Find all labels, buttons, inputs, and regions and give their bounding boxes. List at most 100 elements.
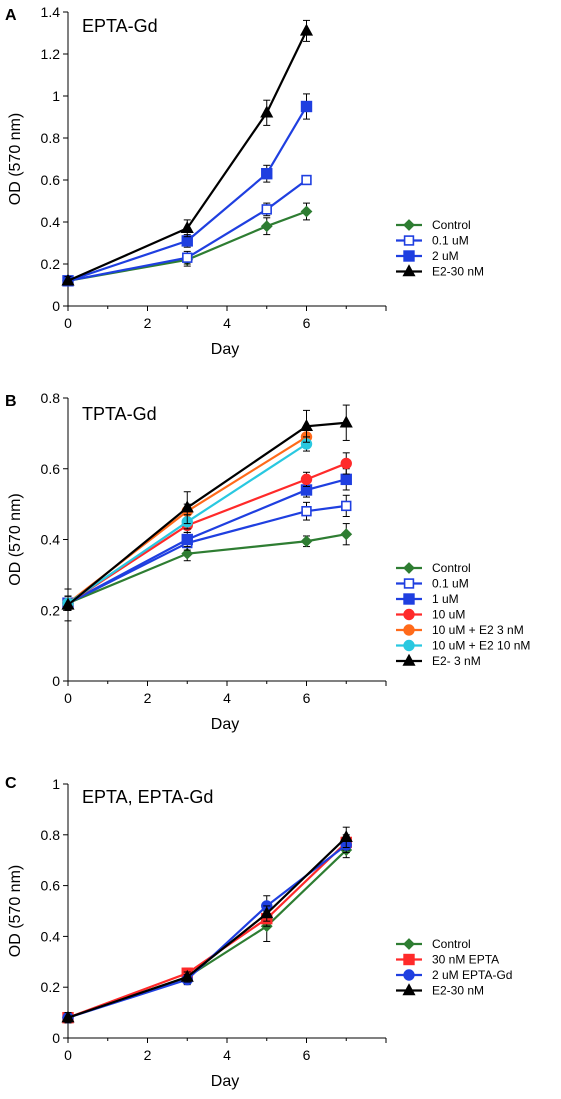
- data-point: [299, 23, 314, 36]
- chart-panel-b: B TPTA-Gd 0 0.2 0.4 0.6 0.8 0 2 4 6 Day OD (570 nm) C…: [5, 390, 530, 733]
- x-tick-label: 2: [144, 1047, 152, 1063]
- legend-marker: [403, 953, 415, 966]
- data-point: [61, 1010, 75, 1023]
- data-point: [340, 457, 352, 470]
- series-line: [67, 849, 348, 1019]
- legend-label: Control: [432, 937, 471, 951]
- x-tick-label: 0: [64, 315, 72, 331]
- legend-label: 0.1 uM: [432, 234, 469, 248]
- chart-title: TPTA-Gd: [82, 404, 157, 424]
- y-tick-label: 0.4: [41, 214, 61, 230]
- legend-label: 10 uM: [432, 608, 465, 622]
- y-tick-label: 1.2: [41, 46, 61, 62]
- legend-marker: [403, 250, 415, 262]
- x-tick-label: 2: [144, 690, 152, 706]
- y-tick-label: 1.4: [41, 4, 61, 20]
- data-point: [182, 252, 193, 263]
- series-line: [67, 533, 347, 605]
- y-tick-label: 0.4: [41, 532, 61, 548]
- data-point: [339, 415, 353, 428]
- series-line: [67, 841, 348, 1019]
- legend-marker: [403, 578, 415, 589]
- x-tick-label: 4: [223, 1047, 231, 1063]
- series-line: [67, 105, 308, 282]
- legend-label: E2- 3 nM: [432, 654, 481, 668]
- series-line: [67, 421, 347, 606]
- x-tick-label: 0: [64, 690, 72, 706]
- data-point: [300, 100, 313, 113]
- data-point: [301, 174, 312, 186]
- legend-label: Control: [432, 218, 471, 232]
- data-point: [300, 535, 313, 548]
- panel-letter: C: [5, 775, 17, 792]
- x-axis-label: Day: [211, 341, 239, 358]
- legend: Control 0.1 uM2 uM E2-30 nM: [396, 218, 484, 279]
- x-tick-label: 6: [303, 315, 311, 331]
- legend-label: 2 uM: [432, 249, 459, 263]
- series-line: [67, 504, 347, 605]
- y-tick-label: 0.2: [41, 979, 61, 995]
- series-0-1-um: [62, 494, 352, 611]
- x-tick-label: 0: [64, 1047, 72, 1063]
- chart-panel-a: A EPTA-Gd 0 0.2 0.4 0.6 0.8 1 1.2 1.4 0 2 4 6 Day OD (5…: [5, 4, 484, 358]
- legend-label: E2-30 nM: [432, 984, 484, 998]
- y-axis-label: OD (570 nm): [7, 865, 24, 957]
- data-point: [61, 597, 75, 610]
- legend-marker: [402, 653, 416, 666]
- y-tick-label: 1: [52, 776, 60, 792]
- y-axis-label: OD (570 nm): [7, 113, 24, 205]
- series-line: [67, 844, 347, 1019]
- legend-marker: [403, 969, 415, 981]
- x-tick-label: 4: [223, 690, 231, 706]
- panel-letter: A: [5, 7, 17, 24]
- data-point: [61, 273, 75, 286]
- series-2-um-epta-gd: [62, 836, 352, 1024]
- data-point: [181, 235, 193, 247]
- data-point: [300, 205, 313, 218]
- x-axis-label: Day: [211, 716, 239, 733]
- data-point: [300, 473, 313, 486]
- legend-marker: [403, 593, 415, 605]
- y-tick-label: 1: [52, 88, 60, 104]
- data-point: [261, 168, 273, 180]
- data-point: [301, 505, 312, 517]
- legend-marker: [403, 562, 415, 574]
- data-point: [339, 830, 353, 843]
- data-point: [180, 221, 194, 233]
- series-30-nm-epta: [62, 834, 352, 1024]
- data-point: [180, 969, 194, 982]
- panel-letter: B: [5, 393, 17, 410]
- series-control: [62, 523, 353, 611]
- legend-marker: [403, 639, 415, 652]
- y-tick-label: 0.8: [41, 827, 61, 843]
- legend-marker: [403, 608, 415, 621]
- y-tick-label: 0.8: [41, 130, 61, 146]
- series-e2-30-nm: [61, 826, 353, 1024]
- legend-marker: [403, 624, 415, 636]
- y-tick-label: 0.2: [41, 256, 61, 272]
- legend-label: 10 uM + E2 10 nM: [432, 639, 530, 653]
- y-tick-label: 0: [52, 673, 60, 689]
- data-point: [260, 906, 274, 919]
- legend-marker: [402, 264, 416, 277]
- data-point: [260, 105, 274, 118]
- data-point: [340, 473, 352, 486]
- data-point: [181, 533, 193, 546]
- y-tick-label: 0: [52, 1030, 60, 1046]
- series-line: [67, 179, 308, 282]
- legend-label: 10 uM + E2 3 nM: [432, 623, 524, 637]
- series-line: [67, 462, 347, 605]
- x-tick-label: 6: [303, 1047, 311, 1063]
- series-e2-3-nm: [61, 404, 353, 622]
- chart-title: EPTA, EPTA-Gd: [82, 787, 213, 807]
- legend-marker: [403, 235, 415, 246]
- y-tick-label: 0.4: [41, 928, 61, 944]
- legend-label: 0.1 uM: [432, 577, 469, 591]
- series-line: [67, 478, 347, 605]
- data-point: [261, 204, 272, 215]
- chart-panel-c: C EPTA, EPTA-Gd 0 0.2 0.4 0.6 0.8 1 0 2 4 6 Day OD (5…: [5, 775, 512, 1090]
- legend-marker: [402, 983, 416, 996]
